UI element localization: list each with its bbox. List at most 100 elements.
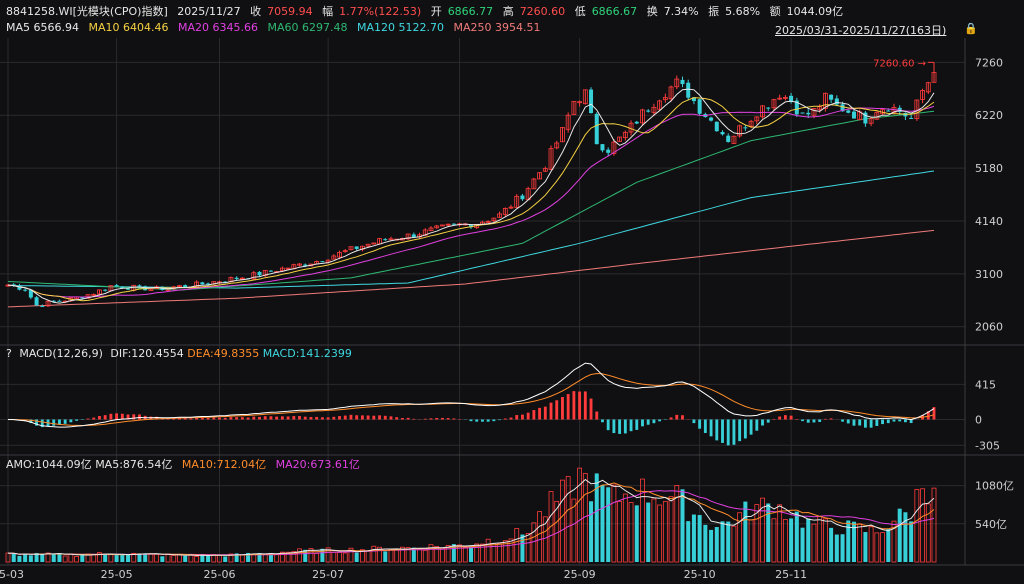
amount-bar-down bbox=[646, 502, 651, 562]
time-tick-label: 25-11 bbox=[775, 568, 807, 581]
candle-body-up bbox=[571, 100, 577, 116]
amount-bar-up bbox=[228, 553, 234, 563]
amount-bar-up bbox=[154, 553, 160, 563]
price-tick-label: 7260 bbox=[975, 56, 1003, 69]
low-value: 6866.67 bbox=[591, 5, 638, 18]
macd-header: ? MACD(12,26,9) DIF:120.4554 DEA:49.8355… bbox=[6, 347, 358, 360]
dea-line bbox=[8, 372, 935, 427]
grid-lines bbox=[0, 38, 1024, 566]
amount-bar-up bbox=[868, 526, 874, 563]
amount-bar-down bbox=[80, 555, 85, 562]
candle-body-down bbox=[354, 246, 359, 249]
candle-body-down bbox=[520, 195, 525, 200]
amount-bar-down bbox=[40, 554, 45, 562]
amount-bar-up bbox=[674, 485, 680, 563]
candle-body-up bbox=[868, 118, 874, 124]
amount-bar-down bbox=[897, 508, 902, 562]
amount-bar-up bbox=[314, 553, 320, 563]
amount-bar-down bbox=[120, 555, 125, 562]
candle-body-up bbox=[554, 142, 560, 149]
candle-body-down bbox=[697, 99, 702, 114]
candle-body-down bbox=[57, 300, 62, 302]
candle-body-down bbox=[200, 282, 205, 285]
amount-bar-down bbox=[11, 553, 16, 562]
candle-body-up bbox=[611, 141, 617, 154]
amount-bar-down bbox=[851, 521, 856, 562]
candle-body-down bbox=[789, 95, 794, 103]
amount-bar-down bbox=[726, 521, 731, 562]
amount-bar-up bbox=[5, 552, 11, 563]
amount-bar-up bbox=[748, 519, 754, 563]
lock-icon[interactable]: 🔒 bbox=[964, 22, 978, 35]
ma10-line bbox=[7, 97, 935, 302]
amount-bar-down bbox=[766, 503, 771, 562]
amount-bar-up bbox=[325, 547, 331, 563]
amount-bar-up bbox=[525, 533, 531, 563]
amount-bar-down bbox=[903, 512, 908, 562]
turnover-label: 换 bbox=[646, 5, 658, 18]
macd-dea: DEA:49.8355 bbox=[187, 347, 260, 360]
candle-body-up bbox=[748, 120, 754, 127]
candle-body-down bbox=[834, 98, 839, 105]
amount-bar-down bbox=[606, 487, 611, 562]
date-range-selector[interactable]: 2025/03/31-2025/11/27(163日) bbox=[775, 24, 947, 37]
amount-bar-up bbox=[508, 538, 514, 563]
candle-body-down bbox=[886, 110, 891, 112]
time-tick-label: 25-03 bbox=[0, 568, 24, 581]
candle-body-down bbox=[126, 288, 131, 290]
candle-body-up bbox=[325, 259, 331, 263]
macd-help-icon[interactable]: ? bbox=[6, 347, 12, 360]
macd-dif: DIF:120.4554 bbox=[110, 347, 184, 360]
amount-bar-up bbox=[914, 489, 920, 563]
candle-body-up bbox=[251, 272, 257, 280]
close-value: 7059.94 bbox=[267, 5, 313, 18]
candle-body-up bbox=[920, 90, 925, 100]
amount-bar-up bbox=[74, 555, 79, 563]
amount-bar-down bbox=[703, 524, 708, 562]
amount-bar-up bbox=[560, 479, 565, 563]
candle-body-down bbox=[600, 144, 605, 151]
amount-bar-up bbox=[400, 546, 405, 563]
candle-body-up bbox=[760, 105, 765, 118]
candle-body-up bbox=[428, 227, 434, 231]
amount-bar-up bbox=[251, 553, 257, 563]
candle-body-up bbox=[662, 97, 668, 101]
amount-bar-up bbox=[91, 554, 97, 563]
candle-body-up bbox=[45, 300, 51, 307]
amount-bar-down bbox=[143, 553, 148, 562]
candle-body-down bbox=[909, 117, 914, 119]
candle-body-up bbox=[617, 136, 623, 142]
candle-body-down bbox=[451, 223, 456, 225]
candle-body-up bbox=[537, 172, 542, 180]
candle-body-up bbox=[365, 243, 371, 247]
amount-bar-up bbox=[457, 544, 462, 563]
amount-bar-up bbox=[480, 543, 485, 563]
macd-histogram bbox=[12, 391, 936, 446]
candle-body-up bbox=[622, 131, 628, 139]
candle-body-down bbox=[34, 297, 39, 306]
amount-bar-down bbox=[800, 527, 805, 562]
candle-body-up bbox=[874, 111, 880, 120]
amount-bar-down bbox=[103, 553, 108, 562]
amount-bar-up bbox=[731, 525, 737, 563]
max-label: 7260.60 → bbox=[873, 58, 926, 69]
amount-bar-down bbox=[354, 552, 359, 562]
ma20-line bbox=[7, 105, 935, 298]
candle-body-up bbox=[548, 148, 554, 170]
candle-body-up bbox=[371, 242, 377, 245]
amount-bar-down bbox=[320, 548, 325, 562]
candle-body-up bbox=[331, 255, 337, 260]
ma5-line bbox=[7, 88, 935, 304]
amount-bar-down bbox=[886, 529, 891, 562]
amount-bar-down bbox=[411, 547, 416, 562]
candle-body-up bbox=[388, 238, 394, 241]
candle-body-up bbox=[239, 277, 245, 280]
candle-body-down bbox=[320, 261, 325, 263]
amo-ma20: MA20:673.61亿 bbox=[275, 458, 360, 471]
amount-bar-up bbox=[760, 497, 765, 563]
amount-bar-up bbox=[548, 491, 554, 563]
axis-labels: 2060 3100 4140 5180 6220 7260 -305 0 415 540亿 1080… bbox=[0, 56, 1014, 581]
candle-body-up bbox=[485, 220, 491, 223]
candle-body-up bbox=[434, 225, 440, 229]
